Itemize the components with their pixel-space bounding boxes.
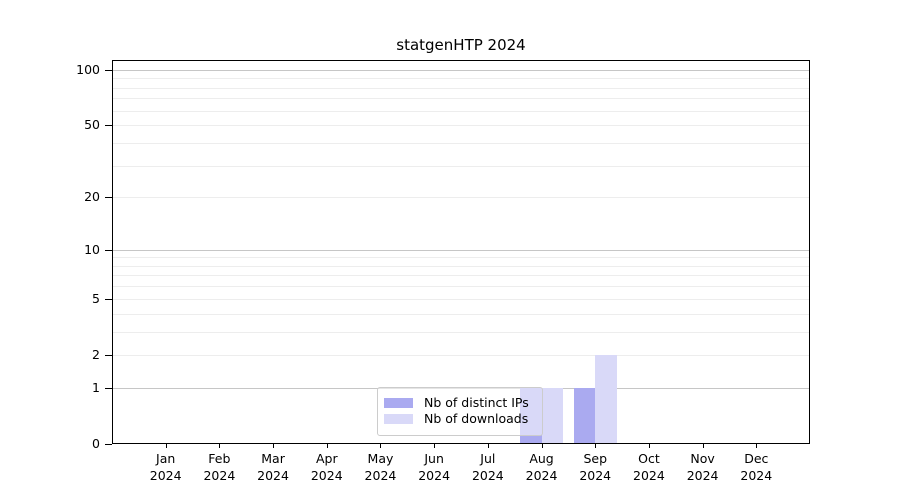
x-axis-tick bbox=[326, 444, 328, 448]
y-axis-tick bbox=[105, 388, 112, 389]
x-axis-tick-label: Apr 2024 bbox=[310, 451, 343, 483]
x-axis-tick bbox=[487, 444, 489, 448]
x-axis-tick-label: Feb 2024 bbox=[203, 451, 236, 483]
y-axis-tick bbox=[105, 197, 112, 198]
y-axis-tick bbox=[105, 70, 112, 71]
legend-label-distinct-ips: Nb of distinct IPs bbox=[424, 395, 529, 410]
chart-title: statgenHTP 2024 bbox=[396, 36, 526, 54]
x-axis-tick-label: Dec 2024 bbox=[740, 451, 773, 483]
y-gridline-minor bbox=[113, 143, 809, 144]
y-axis-tick-label: 20 bbox=[84, 189, 100, 205]
x-axis-tick-label: Sep 2024 bbox=[579, 451, 612, 483]
x-axis-tick bbox=[434, 444, 436, 448]
x-axis-tick-label: Jul 2024 bbox=[471, 451, 504, 483]
y-axis-tick-label: 5 bbox=[92, 290, 100, 306]
x-axis-tick-label: Aug 2024 bbox=[525, 451, 558, 483]
x-axis-tick bbox=[756, 444, 758, 448]
y-gridline-major bbox=[113, 250, 809, 251]
y-gridline-minor bbox=[113, 355, 809, 356]
y-gridline-minor bbox=[113, 257, 809, 258]
x-axis-tick-label: Jan 2024 bbox=[149, 451, 182, 483]
y-gridline-minor bbox=[113, 88, 809, 89]
bar-distinct-ips bbox=[573, 387, 596, 444]
y-axis-tick-label: 50 bbox=[84, 117, 100, 133]
y-gridline-minor bbox=[113, 332, 809, 333]
x-axis-tick bbox=[380, 444, 382, 448]
y-gridline-minor bbox=[113, 266, 809, 267]
y-axis-tick bbox=[105, 125, 112, 126]
y-axis-tick-label: 0 bbox=[92, 436, 100, 451]
y-gridline-minor bbox=[113, 166, 809, 167]
y-gridline-minor bbox=[113, 275, 809, 276]
x-axis-tick-label: Nov 2024 bbox=[686, 451, 719, 483]
y-gridline-minor bbox=[113, 299, 809, 300]
y-gridline-minor bbox=[113, 314, 809, 315]
x-axis-tick-label: Mar 2024 bbox=[257, 451, 289, 483]
bar-downloads bbox=[595, 354, 617, 444]
legend-swatch-downloads bbox=[384, 414, 413, 424]
x-axis-tick bbox=[165, 444, 167, 448]
y-axis-tick bbox=[105, 355, 112, 356]
y-axis-tick-label: 2 bbox=[92, 346, 100, 362]
x-axis-tick-label: Oct 2024 bbox=[633, 451, 665, 483]
y-axis-tick bbox=[105, 444, 112, 445]
y-gridline-minor bbox=[113, 98, 809, 99]
y-gridline-major bbox=[113, 70, 809, 71]
legend-label-downloads: Nb of downloads bbox=[424, 411, 529, 426]
y-gridline-minor bbox=[113, 286, 809, 287]
legend-swatch-distinct-ips bbox=[384, 398, 413, 408]
legend: Nb of distinct IPs Nb of downloads bbox=[377, 387, 543, 436]
x-axis-tick bbox=[541, 444, 543, 448]
x-axis-tick-label: Jun 2024 bbox=[418, 451, 451, 483]
legend-entry-downloads: Nb of downloads bbox=[384, 411, 536, 427]
x-axis-tick bbox=[219, 444, 221, 448]
y-axis-tick bbox=[105, 299, 112, 300]
y-axis-tick-label: 1 bbox=[92, 379, 100, 395]
legend-entry-distinct-ips: Nb of distinct IPs bbox=[384, 395, 536, 411]
x-axis-tick-label: May 2024 bbox=[364, 451, 397, 483]
x-axis-tick bbox=[648, 444, 650, 448]
y-axis-tick-label: 100 bbox=[76, 61, 100, 77]
y-gridline-minor bbox=[113, 78, 809, 79]
y-gridline-minor bbox=[113, 111, 809, 112]
y-gridline-minor bbox=[113, 197, 809, 198]
x-axis-tick bbox=[702, 444, 704, 448]
y-gridline-minor bbox=[113, 125, 809, 126]
y-axis-tick bbox=[105, 250, 112, 251]
y-axis-tick-label: 10 bbox=[84, 241, 100, 257]
bar-downloads bbox=[541, 387, 564, 444]
x-axis-tick bbox=[273, 444, 275, 448]
x-axis-tick bbox=[595, 444, 597, 448]
